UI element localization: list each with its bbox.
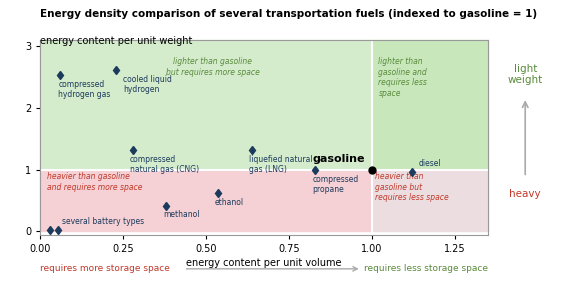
Bar bbox=[372, 170, 488, 231]
Text: gasoline: gasoline bbox=[313, 154, 365, 164]
Text: requires less storage space: requires less storage space bbox=[364, 264, 488, 273]
Bar bbox=[40, 170, 372, 231]
Text: cooled liquid
hydrogen: cooled liquid hydrogen bbox=[123, 75, 172, 94]
Text: lighter than
gasoline and
requires less
space: lighter than gasoline and requires less … bbox=[378, 57, 427, 98]
Text: Energy density comparison of several transportation fuels (indexed to gasoline =: Energy density comparison of several tra… bbox=[40, 9, 537, 19]
Text: methanol: methanol bbox=[163, 210, 199, 219]
Bar bbox=[40, 40, 372, 170]
Text: requires more storage space: requires more storage space bbox=[40, 264, 170, 273]
Text: heavy: heavy bbox=[509, 190, 541, 199]
Text: heavier than
gasoline but
requires less space: heavier than gasoline but requires less … bbox=[375, 172, 449, 202]
Text: ethanol: ethanol bbox=[214, 198, 243, 207]
Bar bbox=[372, 40, 488, 170]
Text: compressed
natural gas (CNG): compressed natural gas (CNG) bbox=[130, 155, 199, 174]
Text: compressed
hydrogen gas: compressed hydrogen gas bbox=[59, 80, 111, 99]
Text: liquefied natural
gas (LNG): liquefied natural gas (LNG) bbox=[249, 155, 313, 174]
X-axis label: energy content per unit volume: energy content per unit volume bbox=[187, 258, 342, 268]
Text: several battery types: several battery types bbox=[62, 217, 144, 227]
Text: diesel: diesel bbox=[418, 160, 441, 168]
Text: heavier than gasoline
and requires more space: heavier than gasoline and requires more … bbox=[47, 172, 142, 192]
Text: energy content per unit weight: energy content per unit weight bbox=[40, 36, 192, 46]
Text: light
weight: light weight bbox=[507, 63, 543, 85]
Text: lighter than gasoline
but requires more space: lighter than gasoline but requires more … bbox=[166, 57, 259, 77]
Text: compressed
propane: compressed propane bbox=[312, 175, 358, 194]
